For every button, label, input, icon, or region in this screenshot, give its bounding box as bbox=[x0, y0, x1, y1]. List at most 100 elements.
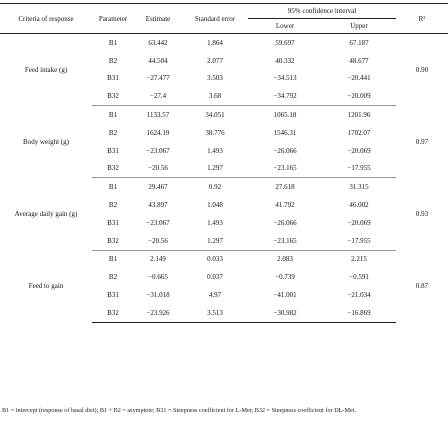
estimate-cell: 1133.57 bbox=[146, 111, 170, 120]
upper-ci-cell: −20.441 bbox=[347, 74, 371, 83]
upper-ci-cell: −17.955 bbox=[322, 231, 396, 251]
upper-ci-cell: −0.591 bbox=[349, 273, 369, 282]
lower-ci-cell: 1546.31 bbox=[273, 128, 297, 137]
estimate-cell: −27.4 bbox=[134, 87, 182, 107]
standard-error-cell: 3.503 bbox=[207, 74, 223, 83]
estimate-cell: −23.067 bbox=[146, 146, 170, 155]
lower-ci-cell: 41.792 bbox=[275, 201, 295, 210]
header-lower: Lower bbox=[275, 22, 295, 30]
lower-ci-cell: −23.165 bbox=[248, 159, 322, 179]
table-row: B2 44.504 2.077 40.332 48.677 bbox=[0, 52, 448, 70]
parameter-cell: B32 bbox=[92, 159, 134, 179]
upper-ci-cell: 31.315 bbox=[349, 183, 369, 192]
lower-ci-cell: −34.513 bbox=[273, 74, 297, 83]
upper-ci-cell: 46.002 bbox=[349, 201, 369, 210]
table-row: B2 1624.19 38.776 1546.31 1702.07 bbox=[0, 124, 448, 142]
table-row: B32 −23.926 3.513 −30.982 −16.869 bbox=[0, 303, 448, 323]
table-row: B31 −23.067 1.493 −26.066 −20.069 bbox=[0, 214, 448, 232]
lower-ci-cell: 59.697 bbox=[275, 38, 295, 47]
table-footnote: B1 = intercept (response of basal diet);… bbox=[2, 407, 357, 414]
table-row: Average daily gain (g) B1 29.467 0.92 27.618… bbox=[0, 178, 448, 218]
table-row: Feed intake (g) B1 63.442 1.864 59.697 67.187… bbox=[0, 33, 448, 74]
parameter-cell: B32 bbox=[92, 231, 134, 251]
estimate-cell: −31.018 bbox=[146, 291, 170, 300]
r2-cell: 0.97 bbox=[415, 137, 429, 146]
standard-error-cell: 2.077 bbox=[207, 56, 223, 65]
upper-ci-cell: 48.677 bbox=[349, 56, 369, 65]
table-row: B31 −23.067 1.493 −26.066 −20.069 bbox=[0, 142, 448, 160]
standard-error-cell: 1.297 bbox=[182, 231, 248, 251]
standard-error-cell: 1.297 bbox=[182, 159, 248, 179]
upper-ci-cell: 67.187 bbox=[349, 38, 369, 47]
table-row: B2 43.897 1.048 41.792 46.002 bbox=[0, 196, 448, 214]
lower-ci-cell: −30.982 bbox=[248, 303, 322, 323]
lower-ci-cell: −34.792 bbox=[248, 87, 322, 107]
table-row: B31 −27.477 3.503 −34.513 −20.441 bbox=[0, 70, 448, 88]
header-criteria: Criteria of response bbox=[18, 14, 74, 23]
lower-ci-cell: −26.066 bbox=[273, 146, 297, 155]
upper-ci-cell: −20.009 bbox=[322, 87, 396, 107]
standard-error-cell: 0.92 bbox=[208, 183, 222, 192]
lower-ci-cell: −26.066 bbox=[273, 218, 297, 227]
table-row: B32 −20.56 1.297 −23.165 −17.955 bbox=[0, 159, 448, 179]
lower-ci-cell: −23.165 bbox=[248, 231, 322, 251]
estimate-cell: 43.897 bbox=[148, 201, 168, 210]
upper-ci-cell: −20.069 bbox=[347, 146, 371, 155]
estimate-cell: 2.149 bbox=[150, 255, 166, 264]
standard-error-cell: 1.493 bbox=[207, 146, 223, 155]
standard-error-cell: 4.97 bbox=[208, 291, 222, 300]
table-row: Body weight (g) B1 1133.57 34.051 1065.18 120… bbox=[0, 106, 448, 146]
header-standard-error: Standard error bbox=[194, 14, 236, 23]
criteria-cell: Average daily gain (g) bbox=[14, 209, 78, 218]
parameter-cell: B1 bbox=[108, 38, 118, 47]
estimate-cell: −20.56 bbox=[134, 231, 182, 251]
table-row: B32 −20.56 1.297 −23.165 −17.955 bbox=[0, 231, 448, 251]
parameter-cell: B1 bbox=[108, 183, 118, 192]
lower-ci-cell: −0.739 bbox=[275, 273, 295, 282]
r2-cell: 0.93 bbox=[415, 209, 429, 218]
header-ci: 95% confidence interval bbox=[248, 3, 396, 19]
parameter-cell: B1 bbox=[108, 111, 118, 120]
upper-ci-cell: −17.955 bbox=[322, 159, 396, 179]
header-parameter: Parameter bbox=[98, 14, 128, 23]
header-estimate: Estimate bbox=[145, 14, 171, 23]
parameter-cell: B1 bbox=[108, 255, 118, 264]
standard-error-cell: 0.037 bbox=[207, 273, 223, 282]
lower-ci-cell: 27.618 bbox=[275, 183, 295, 192]
criteria-cell: Body weight (g) bbox=[23, 137, 69, 146]
standard-error-cell: 3.68 bbox=[182, 87, 248, 107]
standard-error-cell: 38.776 bbox=[205, 128, 225, 137]
table-row: B2 −0.665 0.037 −0.739 −0.591 bbox=[0, 268, 448, 286]
lower-ci-cell: 1065.18 bbox=[273, 111, 297, 120]
standard-error-cell: 3.513 bbox=[182, 303, 248, 323]
estimate-cell: 29.467 bbox=[148, 183, 168, 192]
lower-ci-cell: 2.083 bbox=[277, 255, 293, 264]
standard-error-cell: 34.051 bbox=[205, 111, 225, 120]
upper-ci-cell: −16.869 bbox=[322, 303, 396, 323]
r2-cell: 0.90 bbox=[415, 65, 429, 74]
lower-ci-cell: 40.332 bbox=[275, 56, 295, 65]
table-row: B31 −31.018 4.97 −41.001 −21.034 bbox=[0, 286, 448, 304]
estimate-cell: −27.477 bbox=[146, 74, 170, 83]
header-r2: R² bbox=[418, 14, 426, 23]
parameter-cell: B31 bbox=[107, 74, 119, 83]
parameter-cell: B31 bbox=[107, 218, 119, 227]
parameter-cell: B31 bbox=[107, 291, 119, 300]
standard-error-cell: 0.033 bbox=[207, 255, 223, 264]
estimate-cell: 1624.19 bbox=[146, 128, 170, 137]
standard-error-cell: 1.493 bbox=[207, 218, 223, 227]
parameter-cell: B2 bbox=[108, 56, 118, 65]
table-row: B32 −27.4 3.68 −34.792 −20.009 bbox=[0, 87, 448, 107]
header-upper: Upper bbox=[350, 22, 368, 30]
standard-error-cell: 1.048 bbox=[207, 201, 223, 210]
estimate-cell: −23.926 bbox=[134, 303, 182, 323]
table-body: Feed intake (g) B1 63.442 1.864 59.697 67.187… bbox=[0, 33, 448, 323]
estimate-cell: 63.442 bbox=[148, 38, 168, 47]
estimate-cell: 44.504 bbox=[148, 56, 168, 65]
table-row: Feed to gain B1 2.149 0.033 2.083 2.215 0.87 bbox=[0, 250, 448, 290]
upper-ci-cell: −20.069 bbox=[347, 218, 371, 227]
parameter-cell: B2 bbox=[108, 273, 118, 282]
parameter-cell: B2 bbox=[108, 201, 118, 210]
upper-ci-cell: 2.215 bbox=[351, 255, 367, 264]
